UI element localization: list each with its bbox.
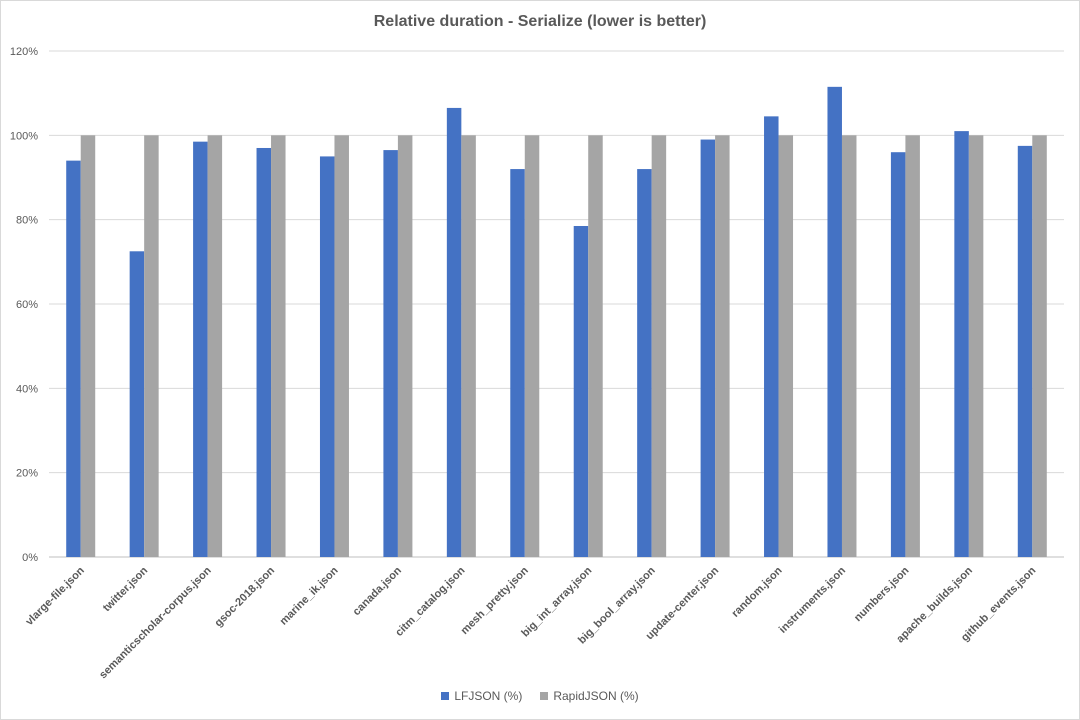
bar-lfjson bbox=[954, 131, 969, 557]
legend: LFJSON (%) RapidJSON (%) bbox=[1, 689, 1079, 703]
legend-swatch-rapidjson bbox=[540, 692, 549, 700]
bar-lfjson bbox=[764, 116, 779, 557]
x-tick-label: big_int_array.json bbox=[519, 564, 594, 639]
x-tick-label: numbers.json bbox=[852, 564, 912, 624]
x-tick-label: marine_ik.json bbox=[278, 564, 341, 627]
bar-rapidjson bbox=[397, 135, 413, 558]
y-tick-label: 0% bbox=[22, 552, 38, 564]
bar-rapidjson bbox=[778, 135, 794, 558]
bar-rapidjson bbox=[144, 135, 159, 558]
bar-lfjson bbox=[827, 86, 842, 557]
x-tick-label: twitter.json bbox=[101, 564, 151, 614]
y-tick-label: 40% bbox=[16, 383, 38, 395]
x-tick-label: gsoc-2018.json bbox=[212, 564, 277, 629]
bar-rapidjson bbox=[905, 135, 920, 558]
bar-rapidjson bbox=[715, 135, 730, 558]
bar-rapidjson bbox=[461, 135, 476, 558]
x-tick-label: instruments.json bbox=[777, 564, 848, 635]
y-tick-label: 80% bbox=[16, 215, 38, 227]
legend-swatch-lfjson bbox=[441, 692, 450, 700]
bar-lfjson bbox=[129, 251, 145, 557]
bar-lfjson bbox=[637, 169, 652, 558]
bar-rapidjson bbox=[841, 135, 857, 558]
bar-lfjson bbox=[319, 156, 335, 557]
legend-label-rapidjson: RapidJSON (%) bbox=[553, 689, 639, 703]
x-tick-label: mesh_pretty.json bbox=[459, 564, 532, 637]
bar-rapidjson bbox=[651, 135, 667, 558]
bar-rapidjson bbox=[968, 135, 984, 558]
bar-lfjson bbox=[1017, 145, 1033, 557]
bar-lfjson bbox=[573, 225, 589, 557]
x-tick-label: vlarge-file.json bbox=[23, 564, 87, 628]
bar-lfjson bbox=[193, 141, 208, 558]
y-tick-label: 60% bbox=[16, 299, 38, 311]
legend-item-lfjson: LFJSON (%) bbox=[441, 689, 522, 703]
bar-lfjson bbox=[510, 169, 525, 558]
y-tick-label: 120% bbox=[10, 46, 38, 58]
y-tick-label: 20% bbox=[16, 468, 38, 480]
bar-lfjson bbox=[446, 107, 462, 558]
bar-rapidjson bbox=[207, 135, 223, 558]
bar-rapidjson bbox=[334, 135, 349, 558]
bar-lfjson bbox=[383, 150, 398, 557]
plot-area: 0% 20% 40% 60% 80% 100% 120% vlarge-file.json tw… bbox=[10, 46, 1064, 681]
bar-rapidjson bbox=[271, 135, 286, 558]
bar-lfjson bbox=[256, 147, 272, 557]
bar-rapidjson bbox=[524, 135, 540, 558]
legend-label-lfjson: LFJSON (%) bbox=[454, 689, 523, 703]
y-tick-label: 100% bbox=[10, 130, 38, 142]
x-tick-label: update-center.json bbox=[644, 564, 722, 642]
x-tick-label: citm_catalog.json bbox=[393, 564, 467, 638]
bar-rapidjson bbox=[588, 135, 603, 558]
bar-rapidjson bbox=[80, 135, 96, 558]
bar-lfjson bbox=[66, 160, 81, 557]
x-tick-label: random.json bbox=[729, 564, 784, 619]
chart-title: Relative duration - Serialize (lower is … bbox=[373, 13, 707, 30]
bar-lfjson bbox=[890, 152, 906, 557]
bar-rapidjson bbox=[1032, 135, 1047, 558]
x-tick-label: canada.json bbox=[351, 564, 405, 618]
x-tick-label: semanticscholar-corpus.json bbox=[97, 564, 214, 681]
bar-lfjson bbox=[700, 139, 716, 558]
legend-item-rapidjson: RapidJSON (%) bbox=[540, 689, 639, 703]
